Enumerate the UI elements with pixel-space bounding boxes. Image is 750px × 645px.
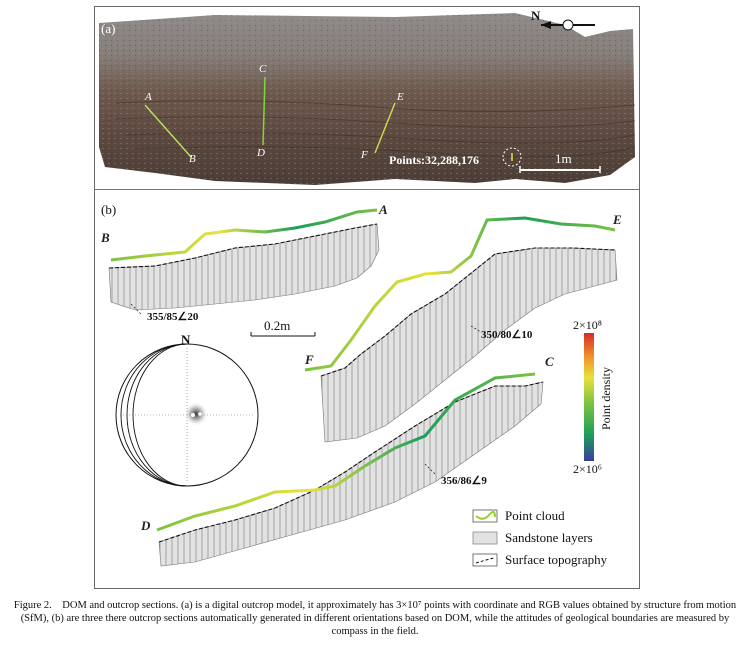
point-f-label: F bbox=[361, 149, 368, 161]
section-label-a: A bbox=[379, 202, 388, 217]
scale-a-label: 1m bbox=[555, 151, 572, 166]
section-ba bbox=[108, 208, 380, 311]
panel-divider bbox=[95, 189, 639, 190]
section-trace-ef bbox=[374, 102, 396, 154]
scale-b-label: 0.2m bbox=[264, 318, 291, 333]
panel-a-outcrop-model: (a) A B C D E F Points:32,288,176 1m N bbox=[95, 7, 639, 189]
stereonet-north-label: N bbox=[181, 332, 191, 347]
section-label-d: D bbox=[141, 518, 151, 533]
attitude-dc: 356/86∠9 bbox=[441, 475, 487, 487]
section-label-e: E bbox=[613, 212, 622, 227]
section-trace-ab bbox=[144, 104, 192, 158]
section-label-f: F bbox=[305, 352, 314, 367]
stereonet bbox=[115, 343, 259, 487]
point-e-label: E bbox=[397, 91, 404, 103]
colorbar-max-label: 2×10⁸ bbox=[573, 318, 602, 332]
north-arrow-icon bbox=[541, 19, 595, 31]
figure-frame: (a) A B C D E F Points:32,288,176 1m N bbox=[94, 6, 640, 589]
legend-surface-topography: Surface topography bbox=[505, 552, 608, 567]
point-c-label: C bbox=[259, 63, 267, 75]
panel-b-sections: (b) A B C D E F 355/85∠20 350/80∠10 356/… bbox=[95, 190, 639, 588]
scale-bar-02m bbox=[250, 332, 316, 337]
outcrop-photo bbox=[99, 13, 636, 185]
attitude-fe: 350/80∠10 bbox=[481, 329, 533, 341]
point-a-label: A bbox=[145, 91, 152, 103]
figure-caption: Figure 2. DOM and outcrop sections. (a) … bbox=[13, 600, 737, 637]
section-label-c: C bbox=[545, 354, 554, 369]
panel-a-letter: (a) bbox=[101, 21, 116, 36]
points-count-label: Points:32,288,176 bbox=[389, 153, 479, 167]
panel-b-letter: (b) bbox=[101, 202, 117, 217]
colorbar-min-label: 2×10⁶ bbox=[573, 462, 602, 476]
section-trace-cd bbox=[262, 76, 266, 146]
point-d-label: D bbox=[257, 147, 265, 159]
sections-drawing bbox=[108, 208, 618, 567]
colorbar bbox=[584, 333, 594, 461]
north-label: N bbox=[531, 8, 541, 23]
legend-point-cloud: Point cloud bbox=[505, 508, 565, 523]
section-label-b: B bbox=[101, 230, 110, 245]
colorbar-title: Point density bbox=[599, 366, 613, 430]
legend bbox=[472, 509, 498, 567]
section-dc bbox=[156, 372, 544, 567]
legend-sandstone-layers: Sandstone layers bbox=[505, 530, 593, 545]
attitude-ba: 355/85∠20 bbox=[147, 311, 199, 323]
point-b-label: B bbox=[189, 153, 196, 165]
section-fe bbox=[304, 216, 618, 443]
